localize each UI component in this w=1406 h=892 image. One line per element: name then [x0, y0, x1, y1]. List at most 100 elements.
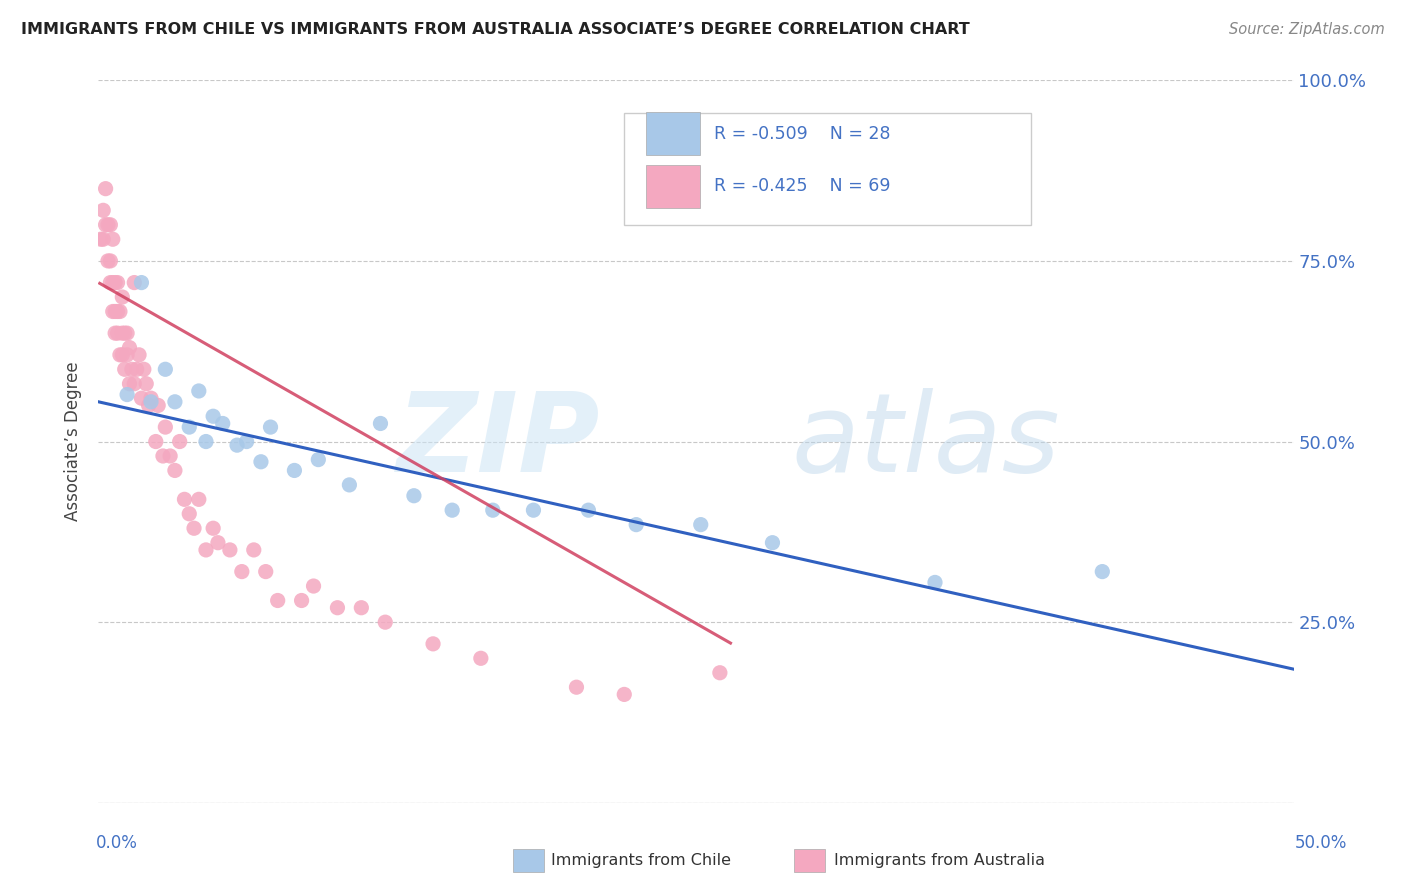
Point — [131, 276, 153, 290]
Text: 0.0%: 0.0% — [96, 834, 138, 852]
Point — [139, 394, 162, 409]
Point — [145, 434, 167, 449]
Point — [578, 503, 600, 517]
Point — [118, 341, 141, 355]
Text: R = -0.509    N = 28: R = -0.509 N = 28 — [714, 125, 890, 143]
Point — [97, 253, 120, 268]
Point — [91, 203, 114, 218]
Point — [302, 579, 325, 593]
Point — [148, 398, 170, 412]
Point — [111, 290, 134, 304]
Point — [101, 304, 124, 318]
Point — [291, 593, 314, 607]
Point — [202, 521, 225, 535]
Text: IMMIGRANTS FROM CHILE VS IMMIGRANTS FROM AUSTRALIA ASSOCIATE’S DEGREE CORRELATIO: IMMIGRANTS FROM CHILE VS IMMIGRANTS FROM… — [21, 22, 970, 37]
Point — [101, 276, 124, 290]
Point — [115, 326, 138, 340]
Point — [169, 434, 191, 449]
Point — [481, 503, 505, 517]
Point — [121, 362, 143, 376]
Point — [565, 680, 588, 694]
Text: R = -0.425    N = 69: R = -0.425 N = 69 — [714, 178, 890, 195]
Point — [470, 651, 492, 665]
Point — [350, 600, 373, 615]
Point — [138, 398, 160, 412]
Point — [179, 420, 201, 434]
Point — [139, 391, 162, 405]
Point — [104, 304, 127, 318]
Point — [226, 438, 249, 452]
Point — [924, 575, 946, 590]
Point — [90, 232, 112, 246]
Point — [187, 492, 209, 507]
Point — [183, 521, 205, 535]
Point — [107, 276, 129, 290]
Point — [441, 503, 464, 517]
Point — [326, 600, 349, 615]
Point — [155, 420, 177, 434]
Point — [107, 304, 129, 318]
Point — [124, 376, 146, 391]
Point — [114, 326, 136, 340]
Point — [111, 348, 134, 362]
Point — [613, 687, 636, 701]
Text: ZIP: ZIP — [396, 388, 600, 495]
Point — [307, 452, 329, 467]
Point — [522, 503, 544, 517]
Text: Immigrants from Chile: Immigrants from Chile — [551, 854, 731, 868]
Text: 50.0%: 50.0% — [1295, 834, 1347, 852]
Point — [250, 455, 273, 469]
FancyBboxPatch shape — [645, 112, 700, 155]
Point — [128, 348, 150, 362]
Point — [179, 507, 201, 521]
Point — [108, 304, 131, 318]
Point — [422, 637, 444, 651]
Point — [114, 362, 136, 376]
Point — [132, 362, 155, 376]
Point — [173, 492, 195, 507]
Point — [219, 542, 242, 557]
Point — [163, 394, 186, 409]
Point — [98, 253, 122, 268]
FancyBboxPatch shape — [645, 165, 700, 208]
Point — [370, 417, 392, 431]
Point — [94, 218, 117, 232]
Point — [243, 542, 266, 557]
Text: Source: ZipAtlas.com: Source: ZipAtlas.com — [1229, 22, 1385, 37]
Point — [235, 434, 257, 449]
Point — [104, 276, 127, 290]
Point — [152, 449, 174, 463]
Point — [709, 665, 731, 680]
FancyBboxPatch shape — [624, 112, 1031, 225]
Point — [163, 463, 186, 477]
Point — [115, 387, 138, 401]
Point — [254, 565, 277, 579]
Point — [115, 348, 138, 362]
Point — [104, 326, 127, 340]
Point — [118, 376, 141, 391]
Text: atlas: atlas — [792, 388, 1060, 495]
Point — [111, 326, 134, 340]
Point — [187, 384, 209, 398]
Point — [402, 489, 425, 503]
Point — [689, 517, 711, 532]
Point — [108, 348, 131, 362]
Point — [91, 232, 114, 246]
Point — [1091, 565, 1114, 579]
Point — [98, 218, 122, 232]
Point — [101, 232, 124, 246]
Point — [97, 218, 120, 232]
Point — [231, 565, 253, 579]
Point — [124, 276, 146, 290]
Point — [374, 615, 396, 630]
Point — [131, 391, 153, 405]
Point — [98, 276, 122, 290]
Text: Immigrants from Australia: Immigrants from Australia — [834, 854, 1045, 868]
Y-axis label: Associate’s Degree: Associate’s Degree — [65, 362, 83, 521]
Point — [339, 478, 361, 492]
Point — [195, 542, 218, 557]
Point — [267, 593, 290, 607]
Point — [159, 449, 181, 463]
Point — [207, 535, 229, 549]
Point — [626, 517, 648, 532]
